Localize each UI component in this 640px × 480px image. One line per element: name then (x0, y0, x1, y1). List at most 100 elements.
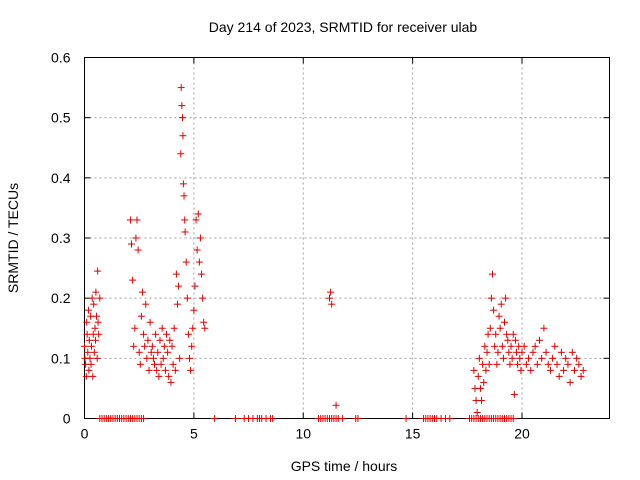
data-point (187, 366, 195, 374)
data-point (83, 318, 91, 326)
data-point (141, 342, 149, 350)
data-point (517, 366, 525, 374)
data-point (140, 330, 148, 338)
data-point (196, 234, 204, 242)
data-point (155, 372, 163, 380)
data-point (168, 342, 176, 350)
data-point (488, 270, 496, 278)
data-point (327, 288, 335, 296)
data-point (82, 372, 90, 380)
data-point (85, 336, 93, 344)
data-point (90, 348, 98, 356)
data-point (446, 415, 454, 422)
data-point (505, 348, 513, 356)
x-tick-label: 0 (81, 426, 89, 442)
data-point (194, 210, 202, 218)
data-point (95, 330, 103, 338)
data-point (88, 294, 96, 302)
data-point (159, 354, 167, 362)
data-point (553, 360, 561, 368)
data-point (568, 348, 576, 356)
data-point (85, 366, 93, 374)
data-point (478, 396, 486, 404)
data-point (175, 282, 183, 290)
data-point (531, 342, 539, 350)
y-tick-label: 0.1 (51, 350, 71, 366)
data-point (131, 324, 139, 332)
data-point (94, 267, 102, 275)
data-point (137, 312, 145, 320)
data-point (186, 354, 193, 362)
data-point (538, 354, 546, 362)
data-point (193, 246, 201, 254)
data-point (180, 192, 188, 200)
data-point (91, 324, 99, 332)
data-point (152, 330, 160, 338)
x-tick-labels: 0 5 10 15 20 (81, 426, 530, 442)
data-point (560, 366, 568, 374)
data-point (508, 354, 516, 362)
data-point (94, 318, 102, 326)
data-point (179, 180, 187, 188)
data-point (183, 294, 191, 302)
data-point (525, 354, 533, 362)
data-point (192, 216, 200, 224)
data-point (151, 360, 158, 368)
data-point (158, 324, 166, 332)
data-point (81, 342, 88, 350)
data-point (555, 372, 563, 380)
data-point (171, 366, 179, 374)
data-point (149, 354, 157, 362)
data-point (564, 360, 572, 368)
data-point (156, 336, 164, 344)
data-point (339, 415, 347, 422)
data-point (577, 372, 585, 380)
data-point (136, 360, 144, 368)
data-point (86, 354, 94, 362)
data-point (172, 270, 180, 278)
data-point (354, 415, 362, 422)
data-point (551, 342, 559, 350)
data-point (497, 300, 505, 308)
data-point (480, 378, 488, 386)
data-point (470, 366, 478, 374)
y-tick-label: 0 (63, 411, 71, 427)
data-point (527, 366, 535, 374)
data-point (201, 324, 209, 332)
data-point (157, 360, 165, 368)
data-point (140, 415, 148, 422)
data-point (495, 312, 503, 320)
data-point (130, 342, 138, 350)
data-point (176, 354, 184, 362)
data-point (499, 354, 507, 362)
x-tick-label: 10 (295, 426, 311, 442)
data-point (573, 354, 581, 362)
data-point (89, 372, 97, 380)
y-tick-label: 0.5 (51, 110, 71, 126)
data-point (170, 324, 178, 332)
data-point (536, 336, 543, 344)
data-point (84, 348, 92, 356)
data-point (328, 300, 336, 308)
data-point (503, 330, 511, 338)
data-point (173, 300, 181, 308)
data-point (87, 360, 95, 368)
data-point (134, 246, 142, 254)
x-tick-label: 20 (514, 426, 530, 442)
data-point (483, 348, 491, 356)
data-point (147, 348, 155, 356)
data-point (479, 360, 487, 368)
data-point (177, 150, 185, 158)
data-point (148, 342, 156, 350)
data-point (83, 330, 91, 338)
data-point (211, 415, 219, 422)
chart-title: Day 214 of 2023, SRMTID for receiver ula… (209, 19, 478, 35)
data-point (181, 228, 189, 236)
data-point (161, 366, 169, 374)
data-point (160, 342, 168, 350)
data-point (501, 318, 508, 326)
data-point (522, 360, 530, 368)
data-point (520, 342, 528, 350)
data-point (91, 336, 99, 344)
data-point (518, 348, 526, 356)
